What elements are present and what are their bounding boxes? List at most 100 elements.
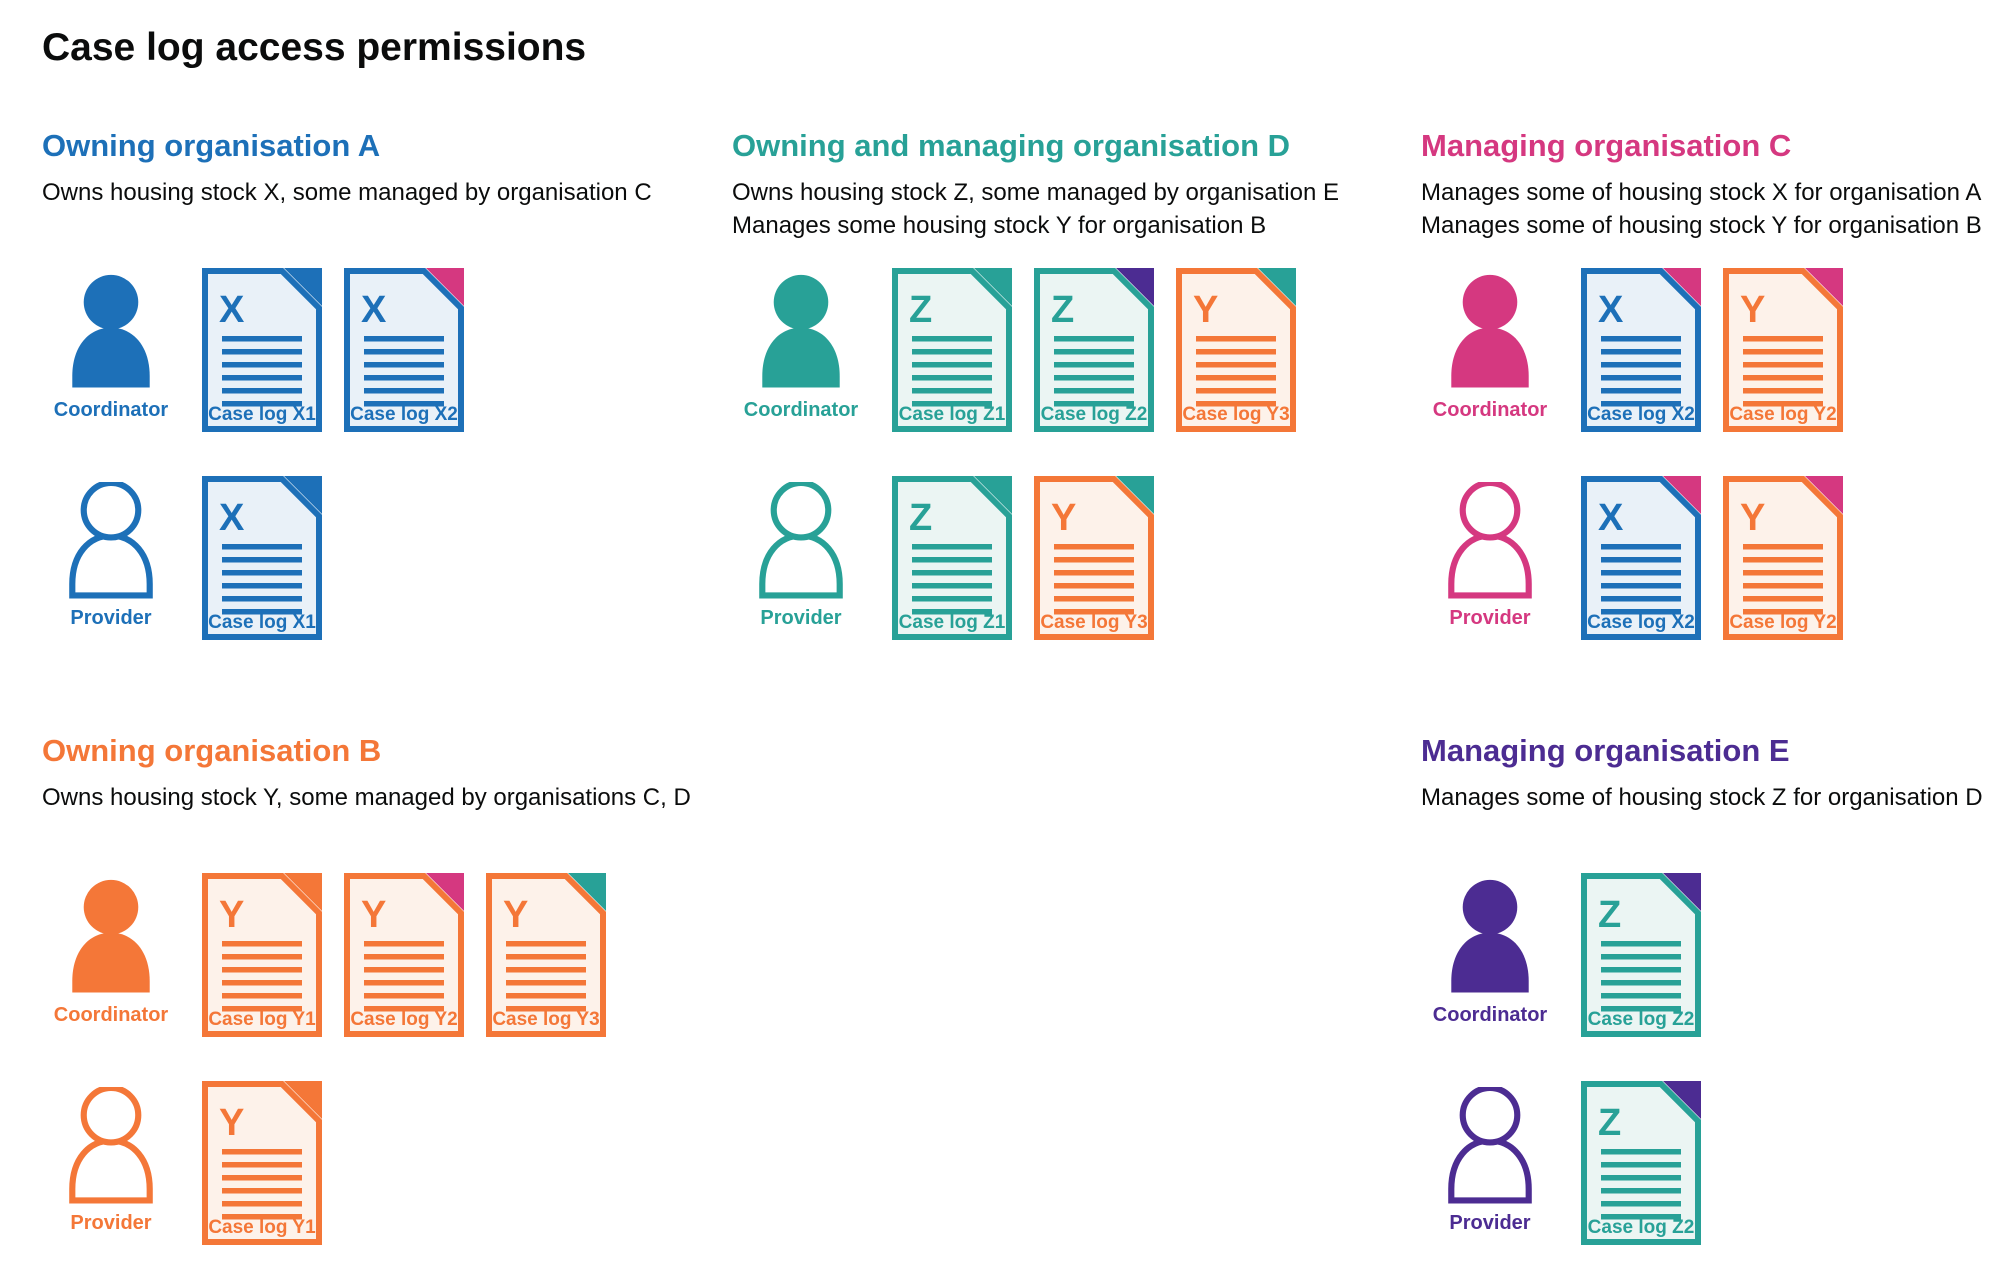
text-line	[1054, 544, 1134, 550]
text-line	[222, 375, 302, 381]
text-line	[1601, 375, 1681, 381]
text-line	[1054, 401, 1134, 407]
text-line	[1054, 557, 1134, 563]
case-log-document: X Case log X1	[202, 476, 322, 645]
coordinator-block: Coordinator	[732, 274, 870, 422]
text-line	[912, 336, 992, 342]
text-line	[364, 993, 444, 999]
coordinator-row: Coordinator X Case log X1 X Case log X2	[42, 268, 732, 437]
text-line	[506, 980, 586, 986]
text-line	[222, 596, 302, 602]
text-line	[1601, 349, 1681, 355]
stock-letter: Z	[1598, 894, 1621, 936]
provider-row: Provider Z Case log Z1 Y Case log Y3	[732, 476, 1421, 645]
case-log-document-icon: X Case log X1	[202, 268, 322, 432]
section-owning-organisation-a: Owning organisation A Owns housing stock …	[42, 128, 732, 645]
case-log-document: Y Case log Y3	[1176, 268, 1296, 437]
stock-letter: Y	[1193, 289, 1218, 331]
case-log-document: Z Case log Z2	[1581, 1081, 1701, 1250]
page-title: Case log access permissions	[42, 26, 587, 69]
person-body	[1451, 327, 1529, 388]
provider-row: Provider X Case log X2 Y Case log Y2	[1421, 476, 2000, 645]
section-heading: Owning organisation A	[42, 128, 381, 163]
text-line	[506, 967, 586, 973]
case-log-label: Case log Z2	[1588, 1009, 1695, 1030]
stock-letter: Z	[909, 289, 932, 331]
text-line	[1196, 401, 1276, 407]
coordinator-person-icon	[72, 879, 150, 993]
text-line	[1743, 401, 1823, 407]
case-log-label: Case log Z1	[899, 612, 1006, 633]
text-line	[912, 596, 992, 602]
case-log-document: X Case log X1	[202, 268, 322, 437]
case-log-document-icon: X Case log X2	[1581, 476, 1701, 640]
text-line	[222, 401, 302, 407]
folded-corner-icon	[974, 268, 1012, 306]
section-description: Manages some of housing stock Z for orga…	[1421, 781, 2000, 847]
coordinator-block: Coordinator	[1421, 879, 1559, 1027]
provider-block: Provider	[42, 482, 180, 630]
folded-corner-icon	[568, 873, 606, 911]
text-line	[1054, 349, 1134, 355]
text-line	[222, 954, 302, 960]
case-log-document: Z Case log Z2	[1034, 268, 1154, 437]
text-line	[364, 967, 444, 973]
person-body	[1448, 532, 1532, 599]
text-line	[912, 349, 992, 355]
person-body	[759, 532, 843, 599]
case-log-document: Y Case log Y3	[486, 873, 606, 1042]
text-line	[1743, 557, 1823, 563]
provider-block: Provider	[1421, 1087, 1559, 1235]
text-line	[1601, 596, 1681, 602]
person-head	[83, 274, 139, 330]
text-line	[1743, 362, 1823, 368]
text-line	[1601, 544, 1681, 550]
person-body	[69, 532, 153, 599]
case-log-document-icon: Z Case log Z2	[1034, 268, 1154, 432]
stock-letter: X	[219, 497, 245, 539]
section-heading: Managing organisation C	[1421, 128, 1792, 163]
text-line	[1601, 954, 1681, 960]
person-body	[72, 327, 150, 388]
case-log-document-icon: X Case log X2	[1581, 268, 1701, 432]
text-line	[1601, 1214, 1681, 1220]
text-line	[1054, 336, 1134, 342]
text-line	[506, 993, 586, 999]
case-log-document-icon: Y Case log Y3	[1034, 476, 1154, 640]
case-log-label: Case log Y1	[208, 1009, 316, 1030]
case-log-document-icon: Z Case log Z2	[1581, 1081, 1701, 1245]
text-line	[506, 954, 586, 960]
provider-row: Provider X Case log X1	[42, 476, 732, 645]
case-log-label: Case log Y2	[1729, 404, 1836, 425]
text-line	[222, 336, 302, 342]
text-line	[1196, 349, 1276, 355]
case-log-document-icon: Y Case log Y2	[344, 873, 464, 1037]
text-line	[506, 1006, 586, 1012]
case-log-document: X Case log X2	[344, 268, 464, 437]
person-head	[773, 274, 829, 330]
case-log-document-icon: Z Case log Z1	[892, 268, 1012, 432]
section-description-line: Owns housing stock X, some managed by or…	[42, 179, 652, 206]
case-log-label: Case log Z1	[899, 404, 1006, 425]
text-line	[222, 1201, 302, 1207]
text-line	[1743, 596, 1823, 602]
text-line	[222, 941, 302, 947]
coordinator-label: Coordinator	[743, 399, 859, 421]
coordinator-row: Coordinator Y Case log Y1 Y Case log Y2 …	[42, 873, 732, 1042]
section-description-line: Manages some of housing stock Z for orga…	[1421, 784, 1983, 811]
text-line	[1601, 1201, 1681, 1207]
section-description-line: Manages some housing stock Y for organis…	[732, 212, 1267, 239]
text-line	[1601, 570, 1681, 576]
empty-cell	[732, 733, 1421, 1250]
text-line	[222, 609, 302, 615]
text-line	[222, 362, 302, 368]
text-line	[1054, 570, 1134, 576]
stock-letter: X	[219, 289, 245, 331]
case-log-document: Y Case log Y2	[344, 873, 464, 1042]
case-log-label: Case log X1	[208, 612, 316, 633]
folded-corner-icon	[284, 1081, 322, 1119]
case-log-document-icon: Y Case log Y1	[202, 1081, 322, 1245]
case-log-document-icon: Z Case log Z2	[1581, 873, 1701, 1037]
folded-corner-icon	[1805, 476, 1843, 514]
text-line	[364, 388, 444, 394]
